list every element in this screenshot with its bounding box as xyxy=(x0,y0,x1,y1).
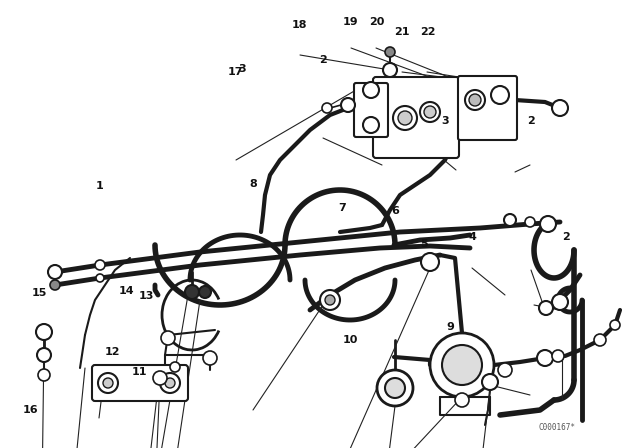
Circle shape xyxy=(594,334,606,346)
Circle shape xyxy=(363,82,379,98)
Circle shape xyxy=(469,94,481,106)
FancyBboxPatch shape xyxy=(458,76,517,140)
Circle shape xyxy=(385,47,395,57)
Circle shape xyxy=(610,320,620,330)
Text: 15: 15 xyxy=(32,289,47,298)
Circle shape xyxy=(48,265,62,279)
Circle shape xyxy=(383,63,397,77)
Circle shape xyxy=(552,350,564,362)
Circle shape xyxy=(424,106,436,118)
Text: 7: 7 xyxy=(339,203,346,213)
Text: 16: 16 xyxy=(23,405,38,415)
Circle shape xyxy=(540,216,556,232)
Circle shape xyxy=(421,253,439,271)
Circle shape xyxy=(50,280,60,290)
Circle shape xyxy=(199,286,211,298)
Circle shape xyxy=(420,102,440,122)
Circle shape xyxy=(322,103,332,113)
Circle shape xyxy=(185,285,199,299)
Text: 6: 6 xyxy=(392,206,399,215)
Circle shape xyxy=(491,86,509,104)
Circle shape xyxy=(325,295,335,305)
Text: 2: 2 xyxy=(319,56,327,65)
Text: C000167*: C000167* xyxy=(538,423,575,432)
Text: 20: 20 xyxy=(369,17,384,26)
Text: 10: 10 xyxy=(343,336,358,345)
Circle shape xyxy=(385,378,405,398)
Circle shape xyxy=(442,345,482,385)
Text: 8: 8 xyxy=(249,179,257,189)
Text: 19: 19 xyxy=(343,17,358,26)
Text: 1: 1 xyxy=(95,181,103,191)
Circle shape xyxy=(153,371,167,385)
Circle shape xyxy=(552,294,568,310)
Circle shape xyxy=(203,351,217,365)
Circle shape xyxy=(341,98,355,112)
Circle shape xyxy=(393,106,417,130)
Circle shape xyxy=(38,369,50,381)
Circle shape xyxy=(498,363,512,377)
Text: 5: 5 xyxy=(420,239,428,249)
Text: 4: 4 xyxy=(468,233,476,242)
FancyBboxPatch shape xyxy=(373,77,459,158)
Circle shape xyxy=(170,362,180,372)
Circle shape xyxy=(430,333,494,397)
Text: 3: 3 xyxy=(441,116,449,126)
Circle shape xyxy=(465,90,485,110)
Circle shape xyxy=(504,214,516,226)
Text: 2: 2 xyxy=(527,116,535,126)
Text: 17: 17 xyxy=(228,67,243,77)
Circle shape xyxy=(537,350,553,366)
Circle shape xyxy=(98,373,118,393)
Text: 13: 13 xyxy=(138,291,154,301)
Circle shape xyxy=(95,260,105,270)
Circle shape xyxy=(455,393,469,407)
Circle shape xyxy=(160,373,180,393)
Circle shape xyxy=(161,331,175,345)
Circle shape xyxy=(539,301,553,315)
Text: 2: 2 xyxy=(563,233,570,242)
Circle shape xyxy=(36,324,52,340)
Circle shape xyxy=(398,111,412,125)
Text: 11: 11 xyxy=(132,367,147,377)
Text: 9: 9 xyxy=(446,322,454,332)
Circle shape xyxy=(165,378,175,388)
Circle shape xyxy=(37,348,51,362)
Text: 14: 14 xyxy=(119,286,134,296)
Text: 3: 3 xyxy=(238,65,246,74)
FancyBboxPatch shape xyxy=(92,365,188,401)
Circle shape xyxy=(552,100,568,116)
Circle shape xyxy=(320,290,340,310)
Circle shape xyxy=(103,378,113,388)
Text: 21: 21 xyxy=(394,27,410,37)
Text: 18: 18 xyxy=(292,20,307,30)
FancyBboxPatch shape xyxy=(354,83,388,137)
Circle shape xyxy=(482,374,498,390)
Text: 12: 12 xyxy=(104,347,120,357)
Circle shape xyxy=(96,274,104,282)
Text: 22: 22 xyxy=(420,27,435,37)
Circle shape xyxy=(525,217,535,227)
Circle shape xyxy=(377,370,413,406)
Circle shape xyxy=(363,117,379,133)
